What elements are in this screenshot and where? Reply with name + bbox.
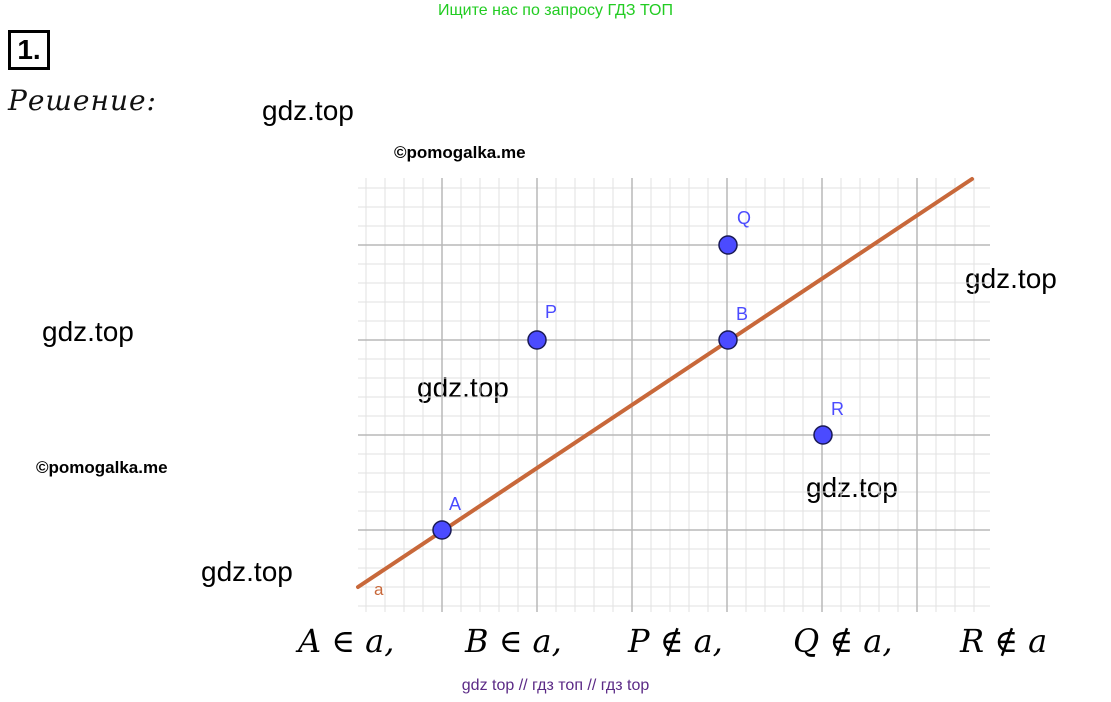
watermark: gdz.top bbox=[201, 556, 293, 587]
relation-a: A ∈ a, bbox=[298, 622, 395, 660]
watermark: gdz.top bbox=[965, 263, 1057, 294]
point-q-label: Q bbox=[737, 208, 751, 228]
point-b-label: B bbox=[736, 304, 748, 324]
watermark: gdz.top bbox=[417, 372, 509, 403]
solution-heading: Решение: bbox=[8, 84, 157, 117]
point-q bbox=[718, 235, 738, 255]
copyright-notice: ©pomogalka.me bbox=[394, 143, 526, 162]
relation-q: Q ∉ a, bbox=[793, 622, 893, 660]
point-r bbox=[813, 425, 833, 445]
relation-r: R ∉ a bbox=[960, 622, 1048, 660]
relation-p: P ∉ a, bbox=[628, 622, 723, 660]
task-number: 1. bbox=[8, 30, 50, 70]
point-r-label: R bbox=[831, 399, 844, 419]
footer-links: gdz top // гдз топ // гдз top bbox=[461, 677, 650, 694]
point-p bbox=[527, 330, 547, 350]
copyright-notice: ©pomogalka.me bbox=[36, 458, 168, 477]
search-banner: Ищите нас по запросу ГДЗ ТОП bbox=[438, 2, 673, 19]
point-b bbox=[718, 330, 738, 350]
point-p-label: P bbox=[545, 302, 557, 322]
line-label: a bbox=[374, 580, 384, 599]
watermark: gdz.top bbox=[262, 95, 354, 126]
grid bbox=[358, 178, 990, 612]
point-a-label: A bbox=[449, 494, 461, 514]
watermark: gdz.top bbox=[42, 316, 134, 347]
point-a bbox=[432, 520, 452, 540]
line-a bbox=[356, 177, 974, 589]
relation-b: B ∈ a, bbox=[465, 622, 562, 660]
